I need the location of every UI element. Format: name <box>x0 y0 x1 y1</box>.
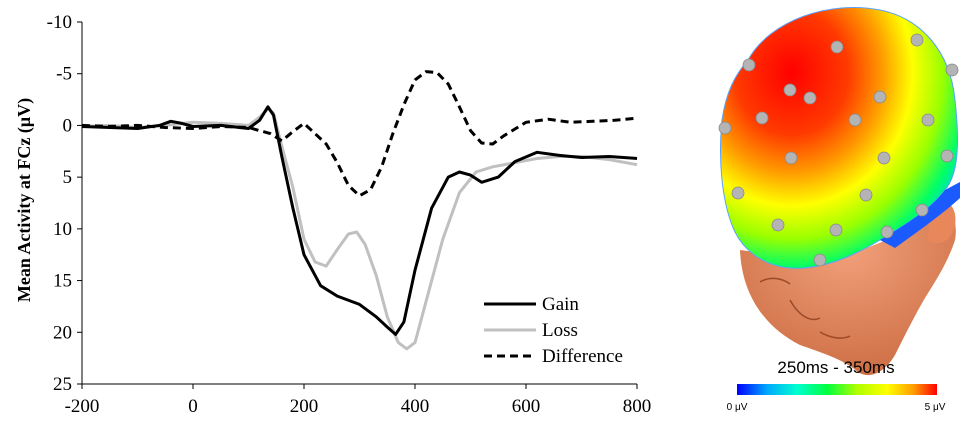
legend-label-gain: Gain <box>542 294 579 315</box>
x-tick-label: 0 <box>188 396 198 417</box>
electrode-marker <box>859 188 873 202</box>
x-tick-label: 200 <box>290 396 319 417</box>
electrode-marker <box>830 40 844 54</box>
electrode-marker <box>813 253 827 267</box>
electrode-marker <box>848 113 862 127</box>
x-tick-label: -200 <box>65 396 100 417</box>
y-axis: -10 -5 0 5 10 15 20 25 <box>47 12 83 395</box>
face-feature-nose <box>789 299 821 321</box>
y-tick-label: -10 <box>47 12 72 33</box>
electrode-marker <box>921 113 935 127</box>
electrode-marker <box>731 186 745 200</box>
electrode-marker <box>742 58 756 72</box>
electrode-marker <box>910 33 924 47</box>
electrode-marker <box>880 225 894 239</box>
y-tick-label: 5 <box>63 167 73 188</box>
electrode-marker <box>784 151 798 165</box>
electrode-marker <box>718 121 732 135</box>
y-axis-label: Mean Activity at FCz (μV) <box>14 98 35 302</box>
electrode-marker <box>783 83 797 97</box>
x-tick-label: 600 <box>512 396 541 417</box>
series-line-loss <box>81 107 638 351</box>
y-tick-label: 0 <box>63 115 73 136</box>
electrode-marker <box>940 149 954 163</box>
electrode-marker <box>877 151 891 165</box>
topomap: 250ms - 350ms 0 μV 5 μV <box>718 6 960 413</box>
y-tick-label: 10 <box>53 219 72 240</box>
face-feature-eye <box>759 277 791 285</box>
legend-label-loss: Loss <box>542 320 578 341</box>
y-tick-label: 25 <box>53 374 72 395</box>
electrode-marker <box>873 90 887 104</box>
y-tick-label: -5 <box>56 64 72 85</box>
y-tick-label: 15 <box>53 271 72 292</box>
electrodes <box>718 33 959 267</box>
series-line-gain <box>81 105 638 336</box>
colorbar-max-label: 5 μV <box>925 402 946 413</box>
erp-chart: -10 -5 0 5 10 15 20 25 -200 0 200 400 600 800 Mean A… <box>14 12 651 417</box>
colorbar <box>737 384 937 395</box>
electrode-marker <box>915 203 929 217</box>
electrode-marker <box>771 218 785 232</box>
electrode-marker <box>829 223 843 237</box>
x-axis: -200 0 200 400 600 800 <box>65 383 652 417</box>
x-tick-label: 800 <box>623 396 652 417</box>
y-tick-label: 20 <box>53 322 72 343</box>
x-tick-label: 400 <box>401 396 430 417</box>
electrode-marker <box>945 63 959 77</box>
electrode-marker <box>755 111 769 125</box>
legend: Gain Loss Difference <box>484 294 623 367</box>
legend-label-difference: Difference <box>542 346 623 367</box>
series-layer <box>81 70 638 351</box>
face-feature-mouth <box>819 331 851 339</box>
series-line-difference <box>81 70 638 198</box>
scalp-map <box>720 6 959 269</box>
topomap-title: 250ms - 350ms <box>777 358 894 377</box>
electrode-marker <box>803 91 817 105</box>
colorbar-min-label: 0 μV <box>727 402 748 413</box>
